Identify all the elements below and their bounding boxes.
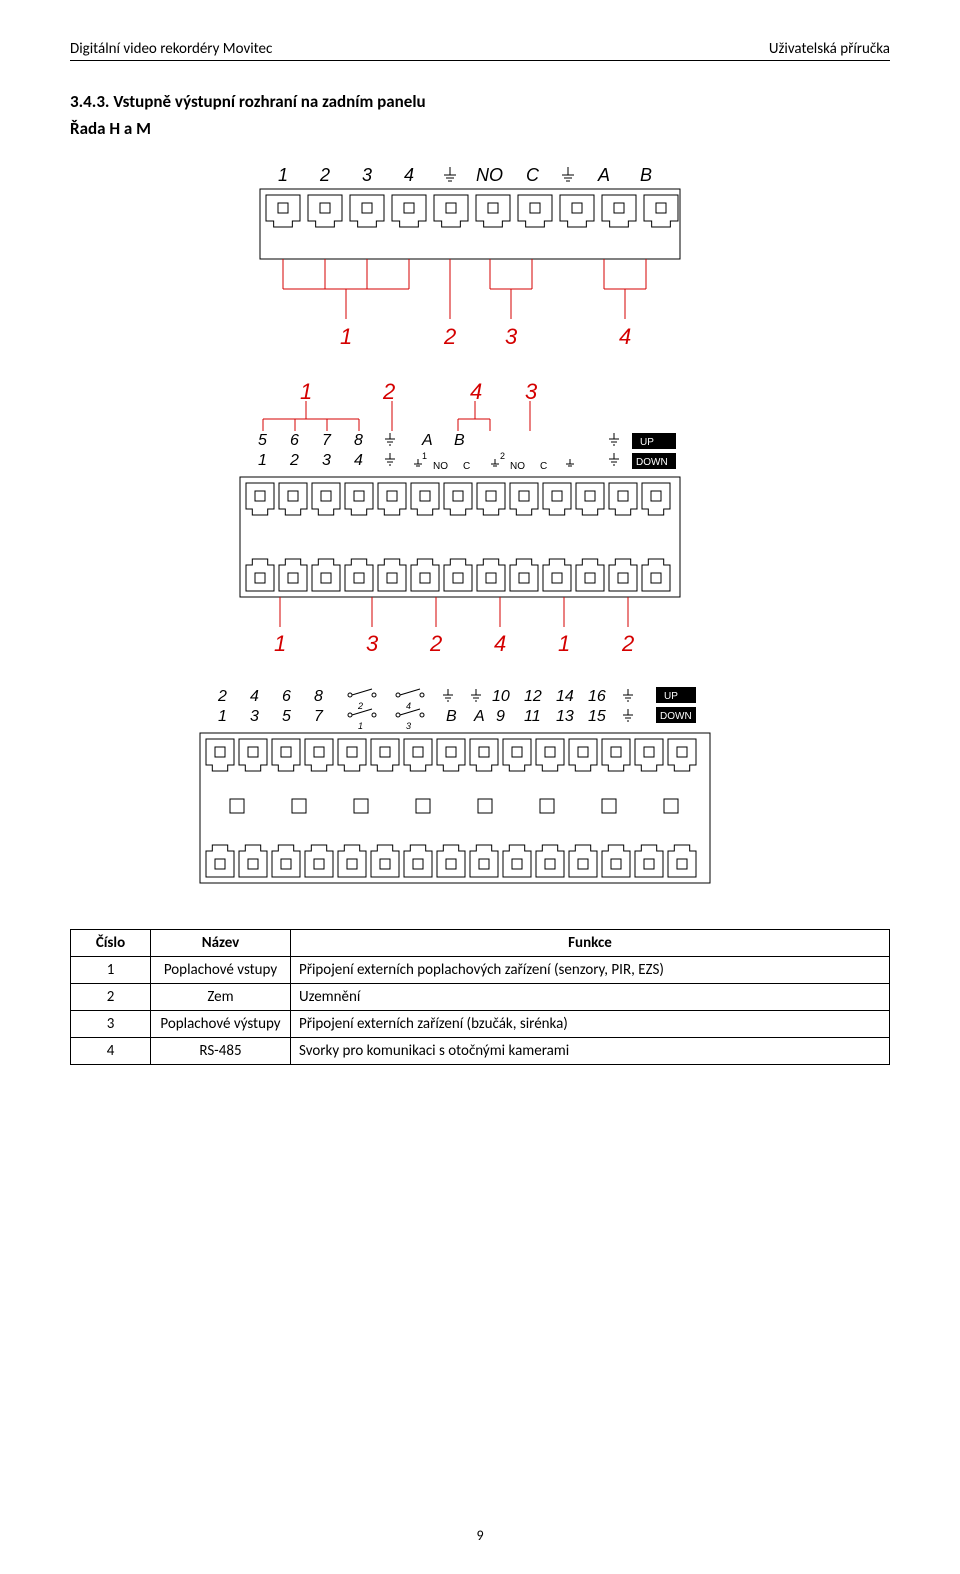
d2-down: DOWN [636,457,668,468]
d2-red: 4 [470,379,482,404]
d2-r1: 8 [354,432,363,449]
d3-r2: 3 [250,708,259,725]
cell-func: Připojení externích poplachových zařízen… [291,957,890,984]
d2-red: 2 [382,379,395,404]
d2-sub-idx: 2 [500,451,505,461]
cell-number: 4 [71,1038,151,1065]
d2-r2: 1 [258,452,267,469]
d2-rb: 1 [558,631,570,656]
d1-lbl: NO [476,165,503,185]
page: Digitální video rekordéry Movitec Uživat… [0,0,960,1574]
page-footer: 9 [0,1527,960,1544]
d3-down: DOWN [660,711,692,722]
d2-sub-idx: 1 [422,451,427,461]
table-row: 4RS-485Svorky pro komunikaci s otočnými … [71,1038,890,1065]
cell-func: Uzemnění [291,984,890,1011]
d1-red: 4 [619,324,631,349]
d1-red: 3 [505,324,518,349]
header-right: Uživatelská příručka [769,40,890,58]
d1-red: 1 [340,324,352,349]
d2-up: UP [640,437,654,448]
cell-name: Zem [151,984,291,1011]
d3-r1: 12 [524,688,542,705]
d1-red: 2 [443,324,456,349]
d3-sw: 2 [357,701,363,711]
d1-lbl: A [597,165,610,185]
d2-r1: A [421,432,433,449]
d2-sub: C [540,461,547,472]
table-row: 2ZemUzemnění [71,984,890,1011]
table-body: 1Poplachové vstupyPřipojení externích po… [71,957,890,1065]
cell-number: 3 [71,1011,151,1038]
d2-sub: C [463,461,470,472]
d3-r2: B [446,708,457,725]
diagram-2: 1 2 4 3 5 6 7 8 A B 1 2 3 4 [200,379,760,659]
d3-r1: 16 [588,688,606,705]
cell-func: Svorky pro komunikaci s otočnými kameram… [291,1038,890,1065]
table-header-row: Číslo Název Funkce [71,930,890,957]
d3-r1: 4 [250,688,259,705]
d3-r2: 15 [588,708,606,725]
th-name: Název [151,930,291,957]
d3-sw: 4 [406,701,411,711]
d2-rb: 4 [494,631,506,656]
d1-lbl: 2 [319,165,330,185]
d3-r2: 11 [524,708,541,725]
cell-name: RS-485 [151,1038,291,1065]
d2-sub: NO [433,461,448,472]
d1-lbl: B [640,165,652,185]
d2-r1: 7 [322,432,332,449]
cell-number: 1 [71,957,151,984]
io-table-wrap: Číslo Název Funkce 1Poplachové vstupyPři… [70,929,890,1065]
table-row: 3Poplachové výstupyPřipojení externích z… [71,1011,890,1038]
d3-r1: 2 [217,688,227,705]
d2-r1: 5 [258,432,267,449]
page-number: 9 [476,1527,483,1544]
d2-red: 1 [300,379,312,404]
cell-name: Poplachové vstupy [151,957,291,984]
d3-r2: 1 [218,708,227,725]
section-subtitle: Řada H a M [70,118,890,139]
d1-lbl: 1 [278,165,288,185]
d2-r1: B [454,432,465,449]
d3-sw: 1 [358,721,363,731]
cell-func: Připojení externích zařízení (bzučák, si… [291,1011,890,1038]
table-row: 1Poplachové vstupyPřipojení externích po… [71,957,890,984]
section-title: 3.4.3. Vstupně výstupní rozhraní na zadn… [70,91,890,112]
cell-name: Poplachové výstupy [151,1011,291,1038]
d1-lbl: 3 [362,165,372,185]
d2-rb: 3 [366,631,379,656]
d3-r2: 13 [556,708,574,725]
io-table: Číslo Název Funkce 1Poplachové vstupyPři… [70,929,890,1065]
d1-lbl: 4 [404,165,414,185]
d2-r2: 2 [289,452,299,469]
d3-up: UP [664,691,678,702]
d2-rb: 2 [429,631,442,656]
d3-sw: 3 [406,721,411,731]
d1-lbl: C [526,165,540,185]
d2-rb: 2 [621,631,634,656]
d3-r1: 6 [282,688,291,705]
d3-r2: 7 [314,708,324,725]
diagram-3: 2 4 6 8 2 4 10 12 14 16 1 3 5 7 [170,679,790,899]
d3-r2: 9 [496,708,505,725]
d2-r1: 6 [290,432,299,449]
diagram-1: 1 2 3 4 NO C A B [220,159,740,359]
cell-number: 2 [71,984,151,1011]
d3-r2: A [473,708,485,725]
d2-r2: 3 [322,452,331,469]
d3-r1: 14 [556,688,574,705]
d3-r2: 5 [282,708,291,725]
d3-r1: 10 [492,688,510,705]
th-number: Číslo [71,930,151,957]
d2-red: 3 [525,379,538,404]
d2-r2: 4 [354,452,363,469]
page-header: Digitální video rekordéry Movitec Uživat… [70,40,890,61]
th-func: Funkce [291,930,890,957]
d2-rb: 1 [274,631,286,656]
header-left: Digitální video rekordéry Movitec [70,40,272,58]
d2-sub: NO [510,461,525,472]
d3-r1: 8 [314,688,323,705]
